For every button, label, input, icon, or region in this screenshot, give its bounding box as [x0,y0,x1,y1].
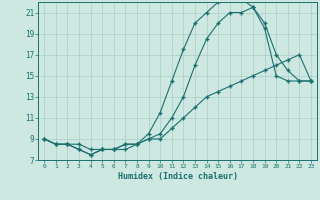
X-axis label: Humidex (Indice chaleur): Humidex (Indice chaleur) [118,172,238,181]
